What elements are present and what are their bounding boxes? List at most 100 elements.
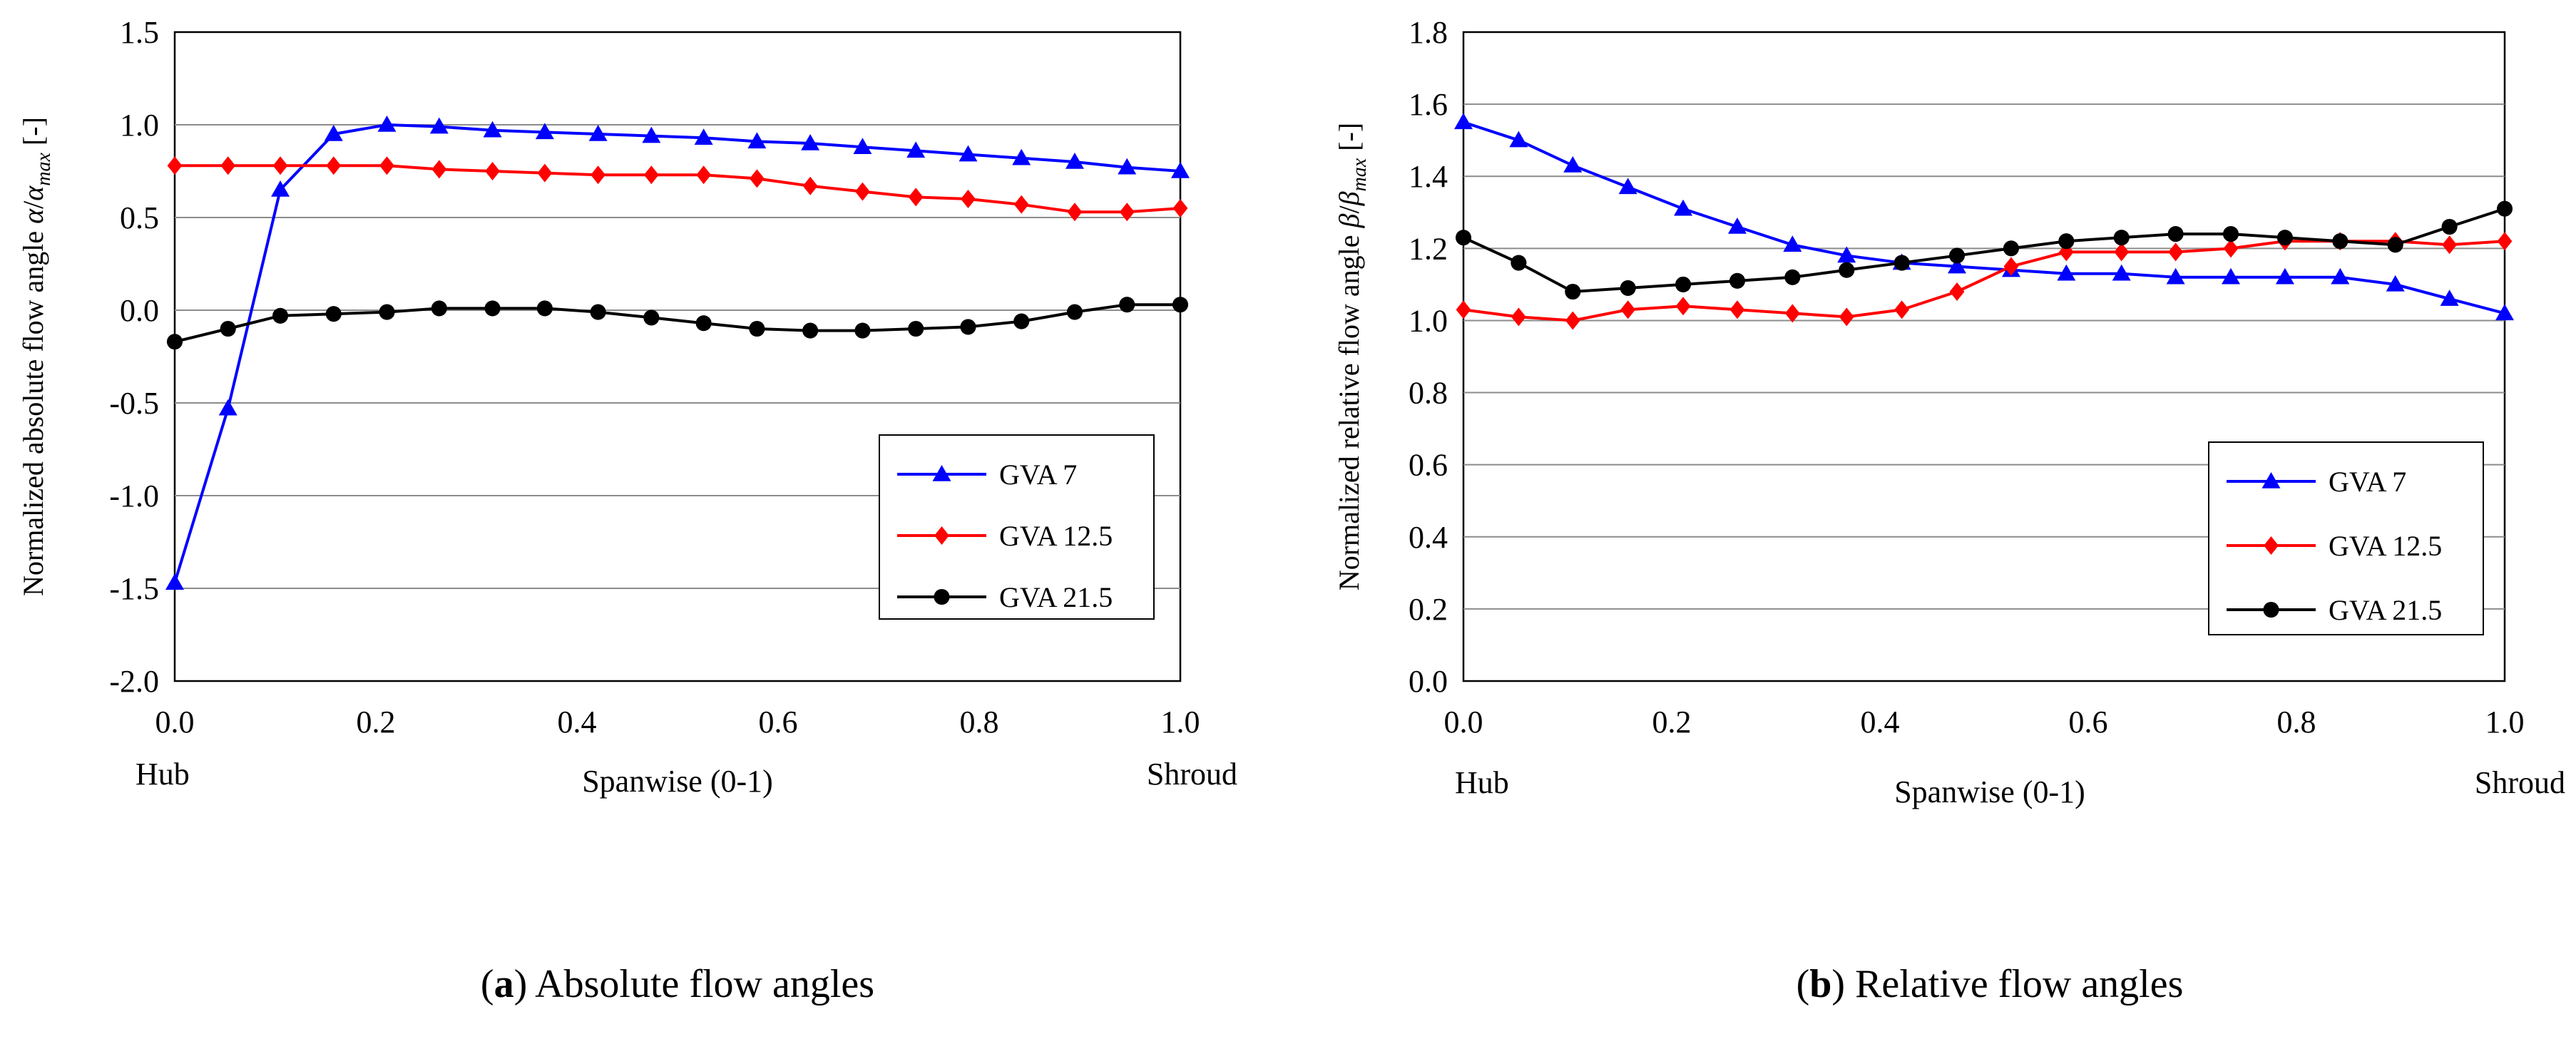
data-point (271, 180, 290, 197)
data-point (2386, 275, 2405, 292)
data-point (167, 156, 183, 175)
panel-a-y-tick-label: -0.5 (109, 386, 159, 421)
panel-a-y-tick-label: 0.5 (120, 200, 159, 235)
data-point (379, 304, 395, 320)
data-point (1729, 300, 1745, 319)
panel-b-y-tick-label: 1.2 (1409, 231, 1448, 266)
data-point (2058, 233, 2075, 250)
data-point (1013, 313, 1030, 329)
data-point (1729, 272, 1746, 289)
data-point (165, 573, 184, 590)
data-point (220, 320, 236, 337)
legend-entry-label: GVA 21.5 (999, 581, 1113, 613)
data-point (1565, 283, 1581, 300)
data-point (959, 145, 978, 162)
data-point (218, 399, 237, 416)
data-point (1784, 304, 1800, 323)
panel-b-y-axis-label: Normalized relative flow angle β/βmax [-… (1333, 123, 1371, 590)
data-point (749, 320, 765, 337)
data-point (2442, 235, 2458, 255)
data-point (1172, 199, 1188, 218)
legend-entry-label: GVA 7 (2329, 466, 2406, 498)
data-point (1118, 158, 1137, 175)
panel-b-x-tick-label: 0.6 (2069, 705, 2108, 740)
data-point (801, 134, 820, 150)
data-point (2003, 257, 2019, 276)
legend-marker (2264, 536, 2279, 555)
data-point (2440, 290, 2459, 306)
panel-a-series-gva-21-5 (166, 297, 1189, 350)
panel-b-y-tick-label: 0.6 (1409, 448, 1448, 483)
data-point (588, 125, 608, 141)
panel-a-y-axis-label: Normalized absolute flow angle α/αmax [-… (17, 117, 55, 596)
panel-b-x-tick-label: 0.8 (2277, 705, 2316, 740)
data-point (749, 169, 765, 188)
data-point (2276, 230, 2293, 246)
data-point (1511, 307, 1526, 327)
data-point (483, 121, 502, 138)
data-point (1119, 203, 1135, 222)
data-point (484, 300, 501, 317)
data-point (166, 334, 183, 350)
data-point (854, 322, 871, 339)
panel-a-x-axis-label: Spanwise (0-1) (582, 764, 773, 799)
data-point (694, 128, 713, 145)
panel-a-x-tick-label: 0.4 (558, 705, 597, 740)
panel-a-y-tick-label: 0.0 (120, 293, 159, 328)
panel-a-y-tick-label: -1.5 (109, 571, 159, 606)
data-point (1565, 311, 1580, 330)
data-point (1839, 307, 1854, 327)
data-point (2057, 264, 2076, 281)
data-point (2497, 232, 2513, 251)
data-point (2222, 226, 2239, 242)
panel-a-legend: GVA 7 GVA 12.5 GVA 21.5 (879, 434, 1155, 620)
data-point (1066, 304, 1083, 320)
data-point (431, 160, 447, 179)
legend-marker (2261, 472, 2281, 488)
panel-b-shroud-label: Shroud (2475, 765, 2565, 800)
data-point (431, 300, 447, 317)
panel-b-y-tick-label: 0.4 (1409, 520, 1448, 555)
data-point (272, 156, 288, 175)
panel-b-y-tick-label: 1.6 (1409, 87, 1448, 122)
panel-b-series (1454, 113, 2514, 330)
data-point (2166, 267, 2185, 285)
series-line (1463, 121, 2505, 315)
panel-b-y-tick-label: 0.2 (1409, 592, 1448, 627)
data-point (590, 304, 606, 320)
data-point (1727, 218, 1747, 234)
data-point (961, 190, 976, 208)
data-point (1012, 148, 1031, 165)
panel-b-series-gva-21-5 (1455, 200, 2513, 300)
data-point (1511, 255, 1527, 271)
legend-marker (932, 465, 951, 481)
data-point (1948, 257, 1967, 274)
panel-a-x-tick-label: 0.0 (155, 705, 195, 740)
data-point (1675, 276, 1692, 292)
legend-marker (934, 526, 949, 545)
panel-b-series-gva-12-5 (1456, 232, 2513, 330)
data-point (906, 141, 926, 158)
data-point (272, 307, 289, 324)
series-line (175, 164, 1181, 214)
data-point (2113, 230, 2130, 246)
data-point (1119, 297, 1135, 313)
panel-b-hub-label: Hub (1455, 765, 1509, 800)
data-point (1563, 156, 1583, 173)
data-point (747, 132, 767, 149)
data-point (1454, 113, 1473, 130)
data-point (643, 165, 659, 185)
panel-a-legend-box (879, 434, 1155, 620)
data-point (1893, 255, 1910, 271)
panel-a-series-gva-12-5 (167, 156, 1188, 222)
data-point (1067, 203, 1083, 222)
legend-entry-label: GVA 12.5 (999, 520, 1113, 552)
data-point (2441, 218, 2458, 235)
data-point (908, 320, 924, 337)
panel-b-y-tick-label: 0.0 (1409, 664, 1448, 699)
data-point (695, 315, 712, 332)
legend-marker (2263, 601, 2279, 618)
data-point (591, 165, 606, 185)
panel-b-y-tick-label: 1.4 (1409, 159, 1448, 194)
data-point (377, 116, 397, 132)
